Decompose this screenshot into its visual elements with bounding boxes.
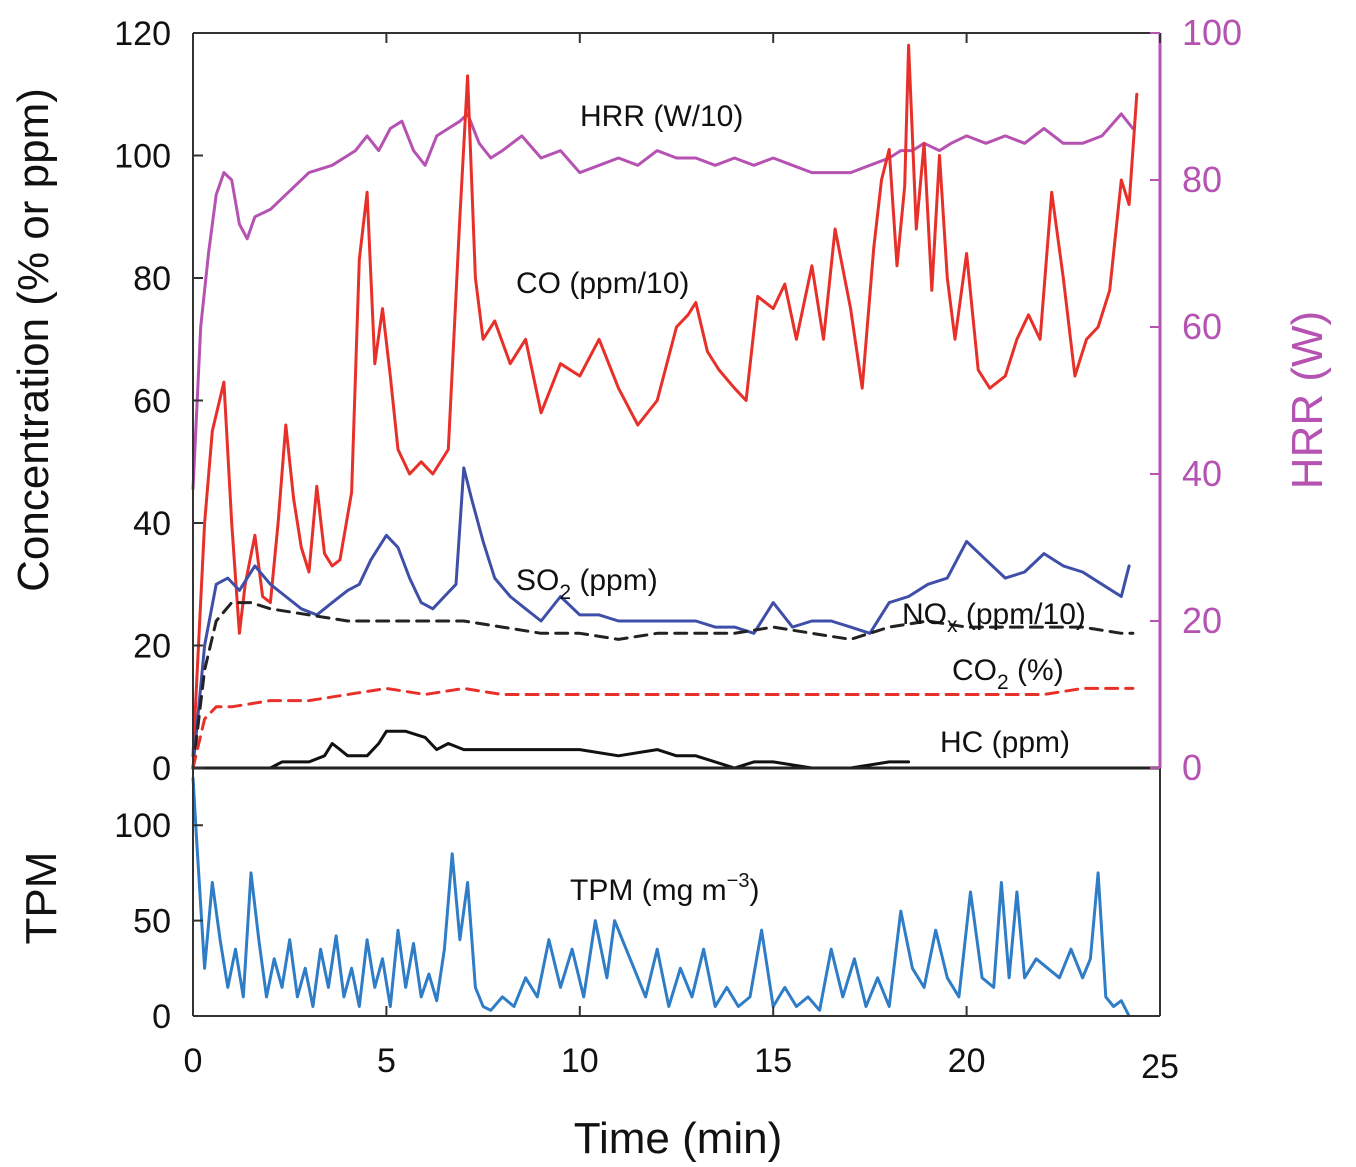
x-tick-label: 15 bbox=[754, 1042, 792, 1080]
y2-tick-label: 0 bbox=[1182, 747, 1202, 788]
y2-tick-label: 60 bbox=[1182, 306, 1222, 347]
y-tick-label: 40 bbox=[133, 505, 171, 543]
y-tick-label: 0 bbox=[152, 750, 171, 788]
tpm-tick-label: 0 bbox=[152, 998, 171, 1036]
y-tick-label: 100 bbox=[114, 138, 171, 176]
x-tick-label: 25 bbox=[1141, 1048, 1179, 1086]
x-tick-label: 5 bbox=[377, 1042, 396, 1080]
y-axis-title-left: Concentration (% or ppm) bbox=[9, 88, 58, 592]
top-panel-series bbox=[191, 43, 1139, 770]
x-tick-label: 20 bbox=[948, 1042, 986, 1080]
tick-labels: 0 5 10 15 20 25 0 20 40 60 80 100 120 0 20 40 60 80 100 0 50… bbox=[114, 12, 1242, 1086]
axes bbox=[192, 32, 1162, 1017]
annotation-hc: HC (ppm) bbox=[940, 726, 1070, 759]
y2-tick-label: 100 bbox=[1182, 12, 1242, 53]
series-line-nox bbox=[191, 601, 1135, 770]
y2-tick-label: 40 bbox=[1182, 453, 1222, 494]
x-tick-label: 0 bbox=[184, 1042, 203, 1080]
series-line-hc bbox=[191, 729, 911, 770]
annotation-co2: CO2 (%) bbox=[952, 654, 1064, 694]
y-axis-title-right: HRR (W) bbox=[1283, 311, 1332, 489]
bottom-panel-series bbox=[191, 777, 1131, 1017]
tpm-tick-label: 50 bbox=[133, 903, 171, 941]
y2-tick-label: 20 bbox=[1182, 600, 1222, 641]
annotation-co: CO (ppm/10) bbox=[516, 267, 689, 300]
annotation-so2: SO2 (ppm) bbox=[516, 564, 658, 604]
series-line-co2 bbox=[191, 686, 1135, 770]
y-tick-label: 20 bbox=[133, 628, 171, 666]
y-tick-label: 80 bbox=[133, 260, 171, 298]
annotation-nox: NOx (ppm/10) bbox=[902, 598, 1086, 637]
annotation-hrr: HRR (W/10) bbox=[580, 100, 743, 133]
y-axis-title-tpm: TPM bbox=[17, 852, 66, 945]
y2-tick-label: 80 bbox=[1182, 159, 1222, 200]
series-line-co bbox=[191, 43, 1139, 758]
series-line-so2 bbox=[191, 466, 1131, 770]
series-line-tpm bbox=[191, 777, 1131, 1017]
series-line-hrr bbox=[191, 112, 1135, 491]
annotation-tpm: TPM (mg m−3) bbox=[570, 870, 759, 907]
x-tick-label: 10 bbox=[561, 1042, 599, 1080]
y-tick-label: 60 bbox=[133, 383, 171, 421]
y-tick-label: 120 bbox=[114, 15, 171, 53]
x-axis-title: Time (min) bbox=[574, 1114, 783, 1163]
tpm-tick-label: 100 bbox=[114, 807, 171, 845]
